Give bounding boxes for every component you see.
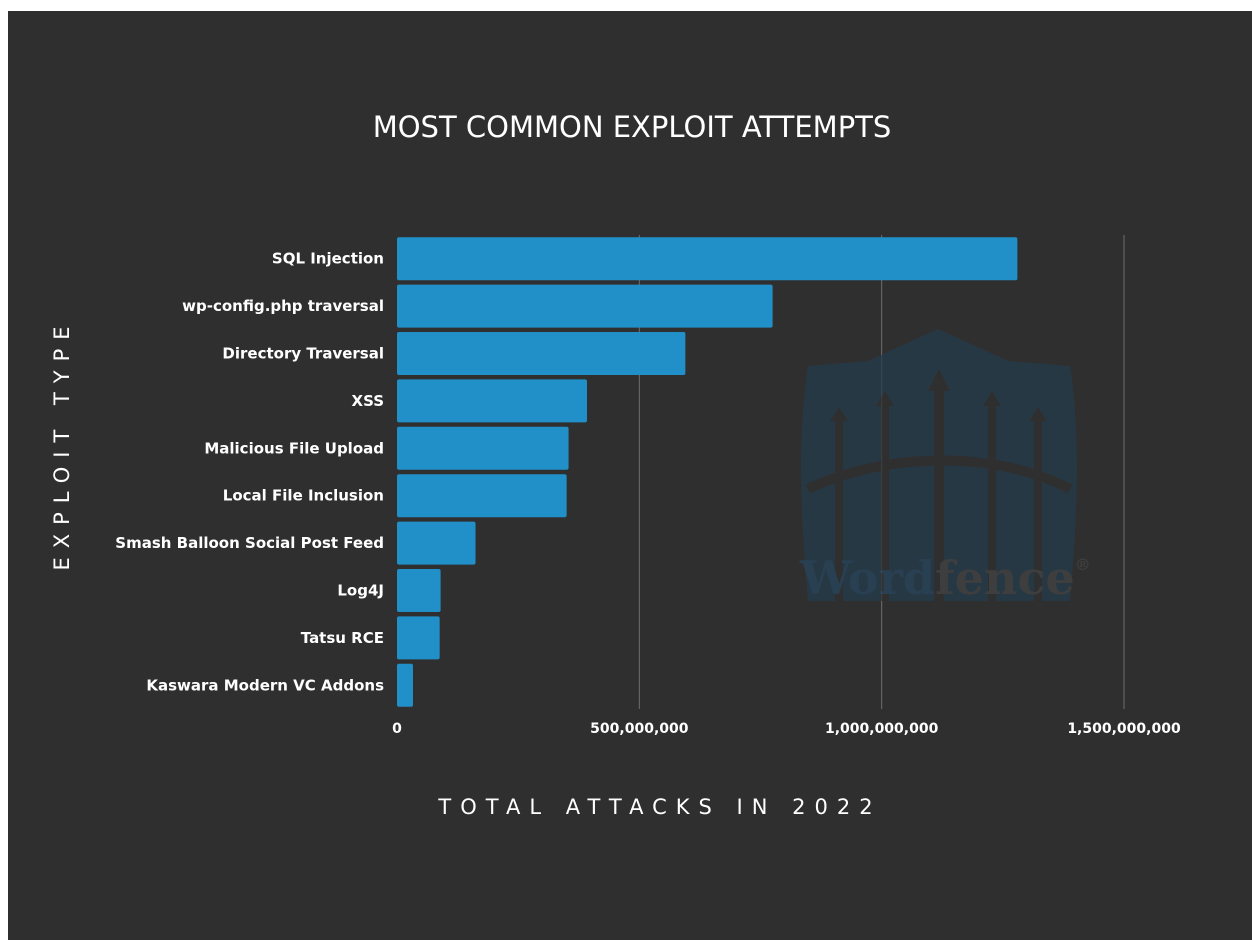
x-tick-labels: 0 500,000,000 1,000,000,000 1,500,000,000 [392, 721, 1181, 737]
bar [397, 379, 587, 423]
category-labels: SQL Injection wp-config.php traversal Dire… [115, 250, 384, 695]
watermark-logo-text: Wordfence® [799, 551, 1091, 605]
x-axis-label: TOTAL ATTACKS IN 2022 [437, 795, 881, 819]
x-tick-label: 0 [392, 721, 402, 737]
category-label: XSS [352, 392, 385, 410]
bar-chart: MOST COMMON EXPLOIT ATTEMPTS Wordfence® … [50, 110, 1181, 819]
category-label: Malicious File Upload [204, 439, 384, 457]
x-tick-label: 1,500,000,000 [1067, 721, 1181, 737]
category-label: Local File Inclusion [223, 487, 384, 505]
bar [397, 237, 1018, 281]
bar [397, 474, 567, 518]
category-label: Kaswara Modern VC Addons [146, 676, 384, 694]
chart-panel: MOST COMMON EXPLOIT ATTEMPTS Wordfence® … [8, 11, 1252, 940]
category-label: Tatsu RCE [301, 629, 384, 647]
x-tick-label: 1,000,000,000 [825, 721, 939, 737]
category-label: wp-config.php traversal [182, 297, 384, 315]
bar [397, 616, 440, 660]
bar [397, 521, 476, 565]
chart-title: MOST COMMON EXPLOIT ATTEMPTS [373, 110, 892, 144]
y-axis-label: EXPLOIT TYPE [50, 317, 74, 570]
bar [397, 663, 413, 707]
bars [397, 237, 1018, 707]
category-label: Log4J [337, 582, 384, 600]
category-label: SQL Injection [272, 250, 384, 268]
category-label: Smash Balloon Social Post Feed [115, 534, 384, 552]
bar [397, 284, 773, 328]
wordfence-watermark: Wordfence® [799, 329, 1091, 605]
x-tick-label: 500,000,000 [590, 721, 689, 737]
bar [397, 332, 686, 375]
bar [397, 426, 569, 470]
bar [397, 569, 441, 612]
category-label: Directory Traversal [222, 345, 384, 363]
watermark-spikes [830, 369, 1047, 601]
